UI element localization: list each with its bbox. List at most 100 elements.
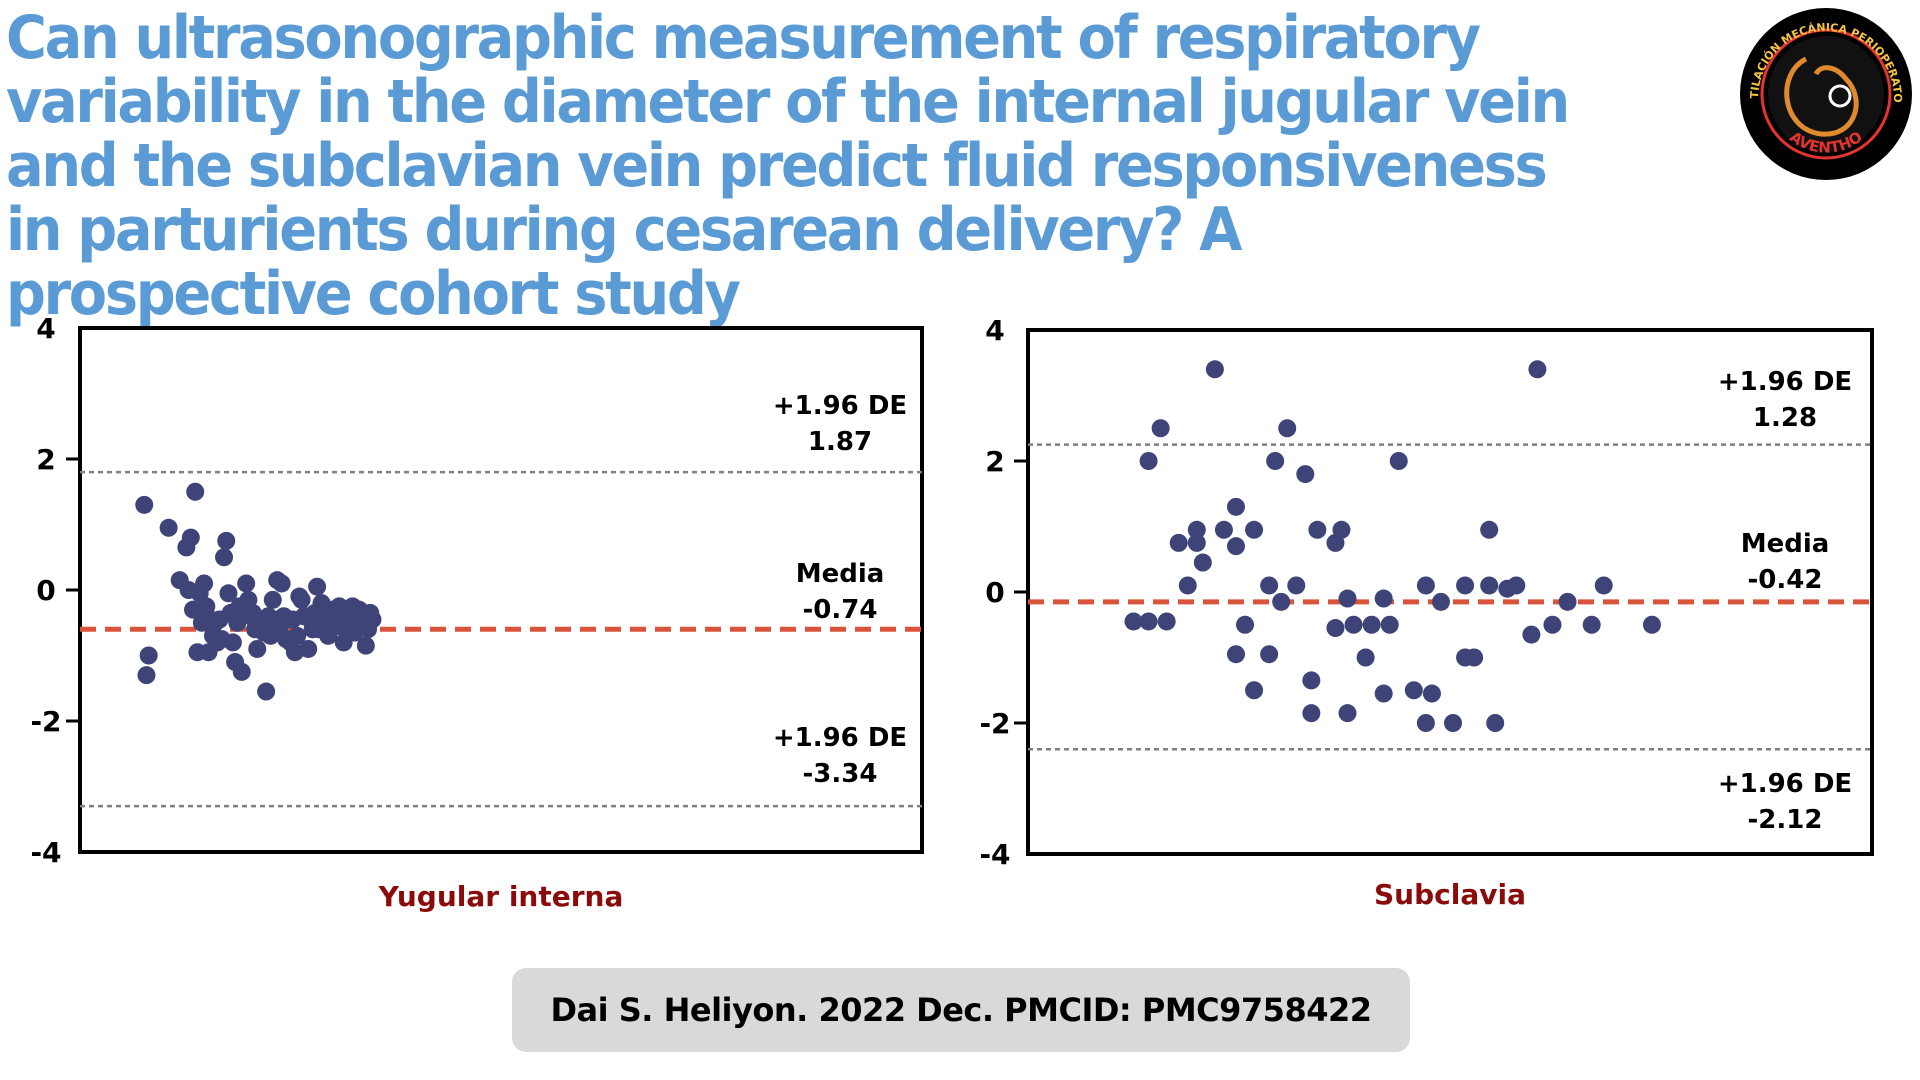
chart2-data-point — [1558, 592, 1577, 611]
chart2-ytick-label: 4 — [985, 314, 1004, 347]
chart2-data-point — [1582, 615, 1601, 634]
chart2-data-point — [1338, 704, 1357, 723]
chart2-data-point — [1404, 681, 1423, 700]
chart2-xlabel: Subclavia — [1374, 878, 1526, 911]
chart2-data-point — [1287, 576, 1306, 595]
chart2-data-point — [1356, 648, 1375, 667]
chart2-data-point — [1332, 520, 1351, 539]
page-title: Can ultrasonographic measurement of resp… — [6, 3, 1570, 329]
chart2-data-point — [1431, 592, 1450, 611]
chart1-data-point — [217, 531, 236, 550]
chart1-data-point — [308, 577, 327, 596]
chart2-data-point — [1522, 625, 1541, 644]
chart2-data-point — [1422, 684, 1441, 703]
chart2-lower-annotation: +1.96 DE — [1718, 769, 1852, 799]
chart2-data-point — [1416, 714, 1435, 732]
aventho-logo: VENTILACIÓN MECÁNICA PERIOPERATORIA AVEN… — [1736, 4, 1912, 180]
chart2-data-point — [1187, 533, 1206, 552]
chart2-data-point — [1124, 612, 1143, 631]
chart1-data-point — [257, 682, 276, 701]
logo-accent-ring — [1760, 28, 1892, 160]
chart1-data-point — [135, 495, 154, 514]
chart1-ytick-label: 2 — [36, 443, 55, 476]
chart1-data-point — [232, 662, 251, 681]
chart2-data-point — [1226, 497, 1245, 516]
chart2-data-point — [1302, 704, 1321, 723]
chart2-data-point — [1226, 645, 1245, 664]
chart2-data-point — [1543, 615, 1562, 634]
chart2-data-point — [1169, 533, 1188, 552]
chart1-data-point — [139, 646, 158, 665]
chart1-ytick-label: 0 — [36, 574, 55, 607]
chart1-data-point — [223, 633, 242, 652]
chart2-data-point — [1178, 576, 1197, 595]
chart2-data-point — [1594, 576, 1613, 595]
chart1-data-point — [263, 590, 282, 609]
chart1-data-point — [363, 610, 382, 629]
chart2-data-point — [1374, 589, 1393, 608]
chart2-upper-annotation: +1.96 DE — [1718, 367, 1852, 397]
chart1-mean-annotation: -0.74 — [803, 595, 878, 625]
chart2-data-point — [1642, 615, 1661, 634]
chart1-data-point — [219, 584, 238, 603]
chart2-data-point — [1380, 615, 1399, 634]
chart2-data-point — [1157, 612, 1176, 631]
chart2-data-point — [1486, 714, 1505, 732]
chart2-data-point — [1416, 576, 1435, 595]
chart2-plot-frame — [1026, 328, 1874, 856]
chart2-ytick-label: 0 — [985, 576, 1004, 609]
chart1-data-point — [137, 666, 156, 685]
chart2-data-point — [1272, 592, 1291, 611]
chart1-data-point — [215, 548, 234, 567]
chart2-data-point — [1465, 648, 1484, 667]
chart2-upper-annotation: 1.28 — [1753, 403, 1817, 433]
chart1-xlabel: Yugular interna — [378, 880, 624, 913]
chart2-data-point — [1245, 520, 1264, 539]
chart2-mean-annotation: Media — [1741, 529, 1830, 559]
logo-figure-icon — [1784, 56, 1859, 137]
chart2-data-point — [1507, 576, 1526, 595]
chart1-data-point — [159, 518, 178, 537]
chart1-ytick-label: 4 — [36, 312, 55, 345]
chart2-data-point — [1528, 360, 1547, 379]
chart1-upper-annotation: 1.87 — [808, 427, 872, 457]
chart2-ytick-label: 2 — [985, 445, 1004, 478]
chart1-data-point — [195, 574, 214, 593]
chart1-data-point — [181, 528, 200, 547]
chart2-data-point — [1193, 553, 1212, 572]
citation-text: Dai S. Heliyon. 2022 Dec. PMCID: PMC9758… — [550, 991, 1372, 1029]
chart1-ytick-label: -2 — [30, 705, 61, 738]
chart2-data-point — [1139, 612, 1158, 631]
chart1-upper-annotation: +1.96 DE — [773, 391, 907, 421]
chart1-data-point — [288, 626, 307, 645]
chart2-data-point — [1338, 589, 1357, 608]
chart2-data-point — [1362, 615, 1381, 634]
chart2-data-point — [1260, 576, 1279, 595]
chart1-lower-annotation: -3.34 — [803, 759, 878, 789]
chart1-lower-annotation: +1.96 DE — [773, 723, 907, 753]
chart2-data-point — [1236, 615, 1255, 634]
chart2-data-point — [1226, 537, 1245, 556]
chart2-data-point — [1260, 645, 1279, 664]
chart2-data-point — [1374, 684, 1393, 703]
chart2-data-point — [1278, 419, 1297, 438]
citation-box: Dai S. Heliyon. 2022 Dec. PMCID: PMC9758… — [512, 968, 1410, 1052]
chart2-data-point — [1245, 681, 1264, 700]
chart2-data-point — [1266, 452, 1285, 470]
chart1-data-point — [186, 482, 205, 501]
chart2-data-point — [1480, 576, 1499, 595]
chart2-data-point — [1214, 520, 1233, 539]
chart2-data-point — [1302, 671, 1321, 690]
chart2-data-point — [1456, 576, 1475, 595]
chart2-data-point — [1480, 520, 1499, 539]
chart2-ytick-label: -2 — [979, 707, 1010, 740]
chart1-data-point — [292, 590, 311, 609]
chart2-lower-annotation: -2.12 — [1748, 805, 1823, 835]
chart2-ytick-label: -4 — [979, 838, 1010, 871]
chart1-data-point — [248, 639, 267, 658]
chart2-data-point — [1205, 360, 1224, 379]
chart2-data-point — [1308, 520, 1327, 539]
chart1-data-point — [356, 636, 375, 655]
chart2-data-point — [1139, 452, 1158, 470]
